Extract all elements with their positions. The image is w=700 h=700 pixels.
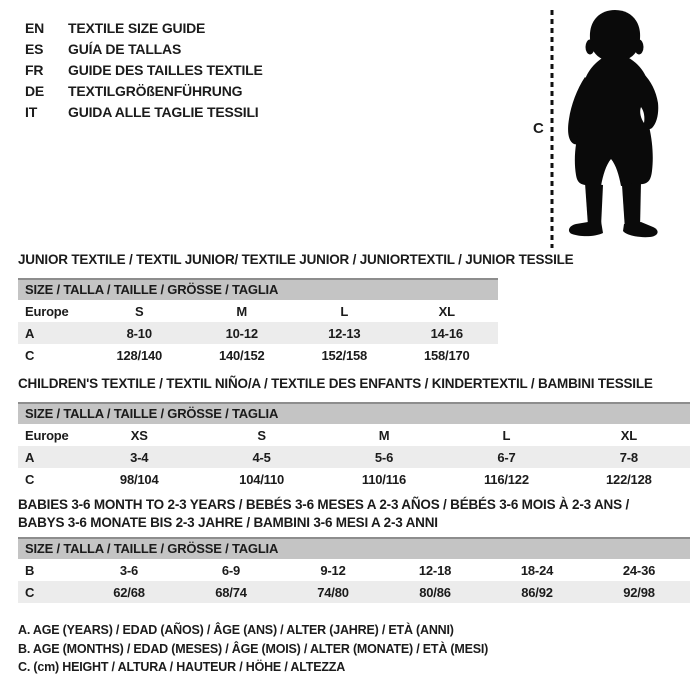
legend-footnotes: A. AGE (YEARS) / EDAD (AÑOS) / ÂGE (ANS)… [18,623,488,679]
size-cell: 12-13 [328,325,361,341]
row-label: B [25,562,35,578]
size-cell: 98/104 [119,471,159,487]
size-cell: 9-12 [320,562,346,578]
table-row: Europe S M L XL [18,300,498,322]
language-code: EN [25,19,45,36]
size-cell: 4-5 [252,449,271,465]
row-label: A [25,449,35,465]
language-row: ES GUÍA DE TALLAS [25,38,263,59]
size-cell: 62/68 [113,584,145,600]
language-row: EN TEXTILE SIZE GUIDE [25,17,263,38]
language-list: EN TEXTILE SIZE GUIDE ES GUÍA DE TALLAS FR GU… [25,17,263,122]
junior-size-table: SIZE / TALLA / TAILLE / GRÖSSE / TAGLIA … [18,278,498,366]
children-size-table: SIZE / TALLA / TAILLE / GRÖSSE / TAGLIA … [18,402,690,490]
table-row: Europe XS S M L XL [18,424,690,446]
size-cell: 5-6 [374,449,394,465]
language-title: GUÍA DE TALLAS [68,40,182,57]
size-cell: XL [438,303,455,319]
children-table-title: CHILDREN'S TEXTILE / TEXTIL NIÑO/A / TEX… [18,376,653,391]
language-code: DE [25,82,45,99]
size-cell: 68/74 [215,584,247,600]
size-cell: 7-8 [619,449,638,465]
size-cell: 128/140 [116,347,163,363]
size-cell: M [236,303,248,319]
size-cell: 6-7 [497,449,516,465]
size-cell: 6-9 [221,562,241,578]
size-cell: 92/98 [623,584,655,600]
size-header-bar: SIZE / TALLA / TAILLE / GRÖSSE / TAGLIA [18,278,498,300]
table-row: A 8-10 10-12 12-13 14-16 [18,322,498,344]
row-label: C [25,584,35,600]
size-cell: 158/170 [423,347,470,363]
size-cell: 80/86 [419,584,451,600]
footnote-line: B. AGE (MONTHS) / EDAD (MESES) / ÂGE (MO… [18,641,489,656]
language-code: IT [25,103,38,120]
size-cell: S [135,303,144,319]
row-label: C [25,347,35,363]
row-label: Europe [25,303,69,319]
size-cell: 86/92 [521,584,553,600]
size-header-bar: SIZE / TALLA / TAILLE / GRÖSSE / TAGLIA [18,402,690,424]
size-cell: XS [130,427,148,443]
size-cell: 104/110 [239,471,285,487]
row-label: A [25,325,35,341]
measure-c-label: C [533,120,544,137]
size-cell: 14-16 [430,325,463,341]
size-cell: 10-12 [225,325,258,341]
size-cell: 140/152 [218,347,265,363]
language-row: DE TEXTILGRÖßENFÜHRUNG [25,80,263,101]
baby-silhouette-icon [568,10,659,238]
language-code: FR [25,61,44,78]
language-title: GUIDE DES TAILLES TEXTILE [68,61,263,78]
babies-table-title: BABIES 3-6 MONTH TO 2-3 YEARS / BEBÉS 3-… [18,497,629,530]
language-title: TEXTILE SIZE GUIDE [68,19,206,36]
junior-table-title: JUNIOR TEXTILE / TEXTIL JUNIOR/ TEXTILE … [18,252,574,267]
table-row: C 62/68 68/74 74/80 80/86 86/92 92/98 [18,581,690,603]
size-cell: 74/80 [317,584,349,600]
row-label: C [25,471,35,487]
language-row: IT GUIDA ALLE TAGLIE TESSILI [25,101,263,122]
language-code: ES [25,40,44,57]
table-row: C 128/140 140/152 152/158 158/170 [18,344,498,366]
language-title: GUIDA ALLE TAGLIE TESSILI [68,103,259,120]
size-cell: 24-36 [622,562,656,578]
language-row: FR GUIDE DES TAILLES TEXTILE [25,59,263,80]
size-cell: L [502,427,511,443]
size-header-bar: SIZE / TALLA / TAILLE / GRÖSSE / TAGLIA [18,537,690,559]
size-cell: 12-18 [418,562,452,578]
footnote-line: A. AGE (YEARS) / EDAD (AÑOS) / ÂGE (ANS)… [18,623,454,637]
size-cell: 8-10 [126,325,152,341]
table-row: B 3-6 6-9 9-12 12-18 18-24 24-36 [18,559,690,581]
height-measure-dashed-line [550,10,554,248]
size-cell: 116/122 [483,471,529,487]
size-cell: 122/128 [606,471,652,487]
size-cell: S [257,427,266,443]
size-cell: 152/158 [321,347,368,363]
size-cell: 110/116 [361,471,407,487]
size-cell: XL [620,427,637,443]
size-cell: 3-4 [130,449,149,465]
table-row: C 98/104 104/110 110/116 116/122 122/128 [18,468,690,490]
babies-size-table: SIZE / TALLA / TAILLE / GRÖSSE / TAGLIA … [18,537,690,603]
baby-height-figure: C [518,4,698,252]
table-row: A 3-4 4-5 5-6 6-7 7-8 [18,446,690,468]
size-cell: L [340,303,349,319]
size-cell: 3-6 [119,562,139,578]
size-cell: 18-24 [520,562,554,578]
language-title: TEXTILGRÖßENFÜHRUNG [68,82,243,99]
size-cell: M [378,427,390,443]
row-label: Europe [25,427,69,443]
footnote-line: C. (cm) HEIGHT / ALTURA / HAUTEUR / HÖHE… [18,660,346,674]
